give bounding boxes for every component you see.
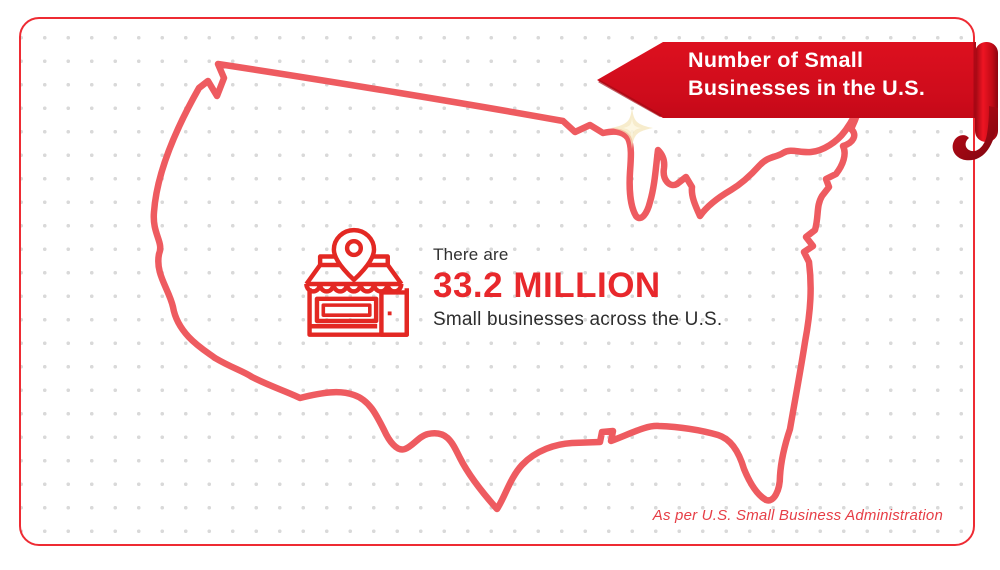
shop-door [379, 290, 409, 337]
stat-value: 33.2 MILLION [433, 266, 661, 305]
source-footnote: As per U.S. Small Business Administratio… [652, 507, 943, 524]
ribbon-roll [975, 42, 998, 142]
awning-flare [304, 263, 404, 286]
shop-sign-inner [321, 303, 372, 317]
sparkle-icon [611, 107, 653, 149]
stat-caption: Small businesses across the U.S. [433, 309, 723, 330]
awning-scallops [304, 281, 404, 294]
stat-intro: There are [433, 245, 509, 264]
storefront-location-pin-icon [304, 227, 409, 337]
shop-sign-outer [314, 296, 379, 324]
pin-center-dot [344, 238, 364, 258]
stat-block: There are 33.2 MILLION Small businesses … [433, 245, 763, 331]
door-handle [387, 311, 392, 316]
